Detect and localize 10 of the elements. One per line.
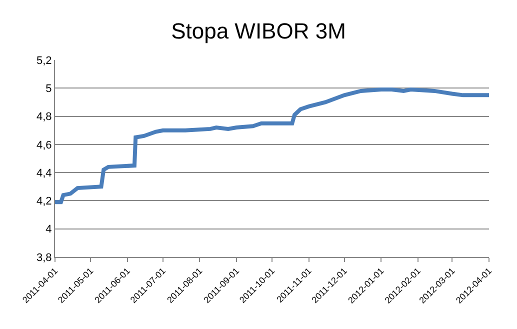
line-series <box>55 88 489 204</box>
y-tick-label: 4,6 <box>36 139 52 152</box>
chart-title: Stopa WIBOR 3M <box>171 18 346 44</box>
y-tick-label: 5,2 <box>36 54 52 67</box>
y-tick-label: 3,8 <box>36 252 52 264</box>
y-tick-label: 4 <box>46 224 52 236</box>
y-tick-label: 4,2 <box>36 196 52 208</box>
y-tick-label: 4,8 <box>36 111 52 124</box>
y-tick-label: 4,4 <box>36 167 52 180</box>
y-tick-label: 5 <box>46 82 52 95</box>
